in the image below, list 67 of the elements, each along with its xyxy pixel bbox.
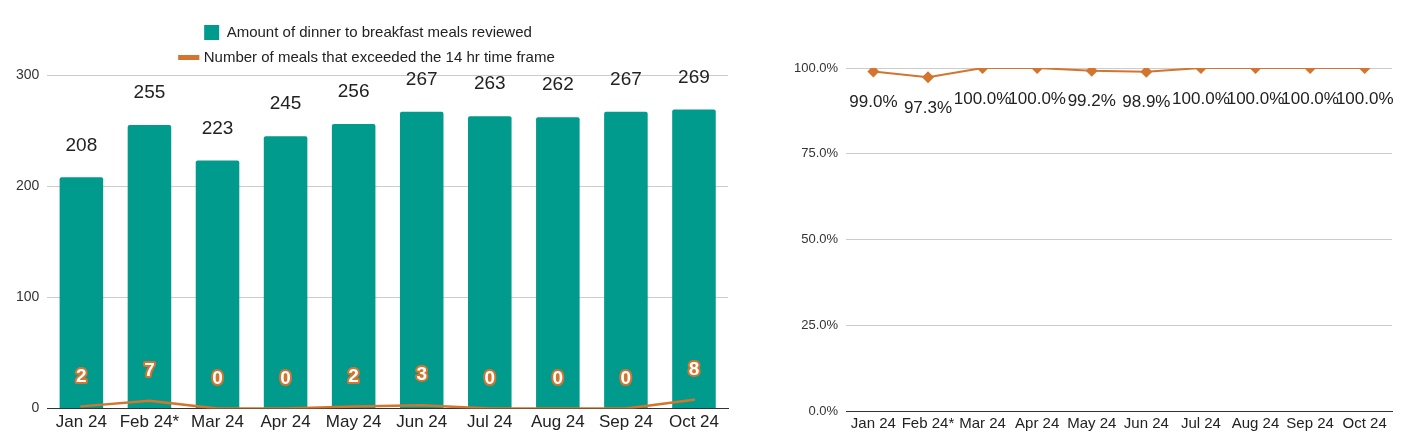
- x-tick-label: Jan 24: [850, 414, 896, 432]
- data-label: 0: [552, 366, 564, 388]
- bar: [331, 123, 376, 409]
- bar: [672, 109, 716, 409]
- x-tick-label: May 24: [1067, 414, 1117, 432]
- x-tick-label: Mar 24: [959, 414, 1006, 432]
- data-label: 8: [688, 357, 700, 379]
- data-label: 99.2%: [1067, 91, 1116, 111]
- x-tick-label: Apr 24: [1015, 414, 1060, 432]
- x-tick-label: Jun 24: [396, 412, 448, 432]
- x-tick-label: Aug 24: [530, 412, 585, 432]
- x-tick-label: Jun 24: [1123, 414, 1169, 432]
- y-tick-label: 75.0%: [801, 145, 839, 161]
- bar: [468, 116, 512, 409]
- data-label: 267: [405, 67, 438, 89]
- x-tick-label: Sep 24: [1286, 414, 1334, 432]
- bar: [195, 160, 240, 409]
- data-label: 262: [541, 73, 574, 95]
- data-label: 2: [348, 364, 359, 386]
- x-tick-label: Sep 24: [598, 412, 653, 432]
- data-label: 0: [484, 366, 496, 388]
- data-label: 263: [473, 72, 506, 94]
- bar: [263, 136, 308, 409]
- x-tick-label: Apr 24: [260, 412, 311, 432]
- x-tick-label: Feb 24*: [901, 414, 955, 432]
- data-label: 100.0%: [1281, 88, 1339, 108]
- data-label: 269: [678, 65, 710, 87]
- x-tick-label: May 24: [325, 412, 382, 432]
- data-label: 223: [201, 116, 234, 138]
- y-tick-label: 300: [16, 65, 40, 82]
- data-label: 97.3%: [903, 97, 953, 117]
- y-tick-label: 200: [16, 177, 40, 194]
- data-label: 267: [610, 67, 642, 89]
- bar: [59, 177, 104, 409]
- x-tick-label: Aug 24: [1231, 414, 1280, 432]
- data-label: 256: [337, 80, 370, 102]
- x-tick-label: Jan 24: [55, 412, 107, 432]
- data-label: 245: [269, 92, 302, 114]
- x-tick-label: Jul 24: [467, 412, 513, 432]
- x-tick-label: Feb 24*: [119, 412, 180, 432]
- data-label: 0: [280, 366, 291, 388]
- x-tick-label: Jul 24: [1180, 414, 1221, 432]
- x-tick-label: Oct 24: [1342, 414, 1387, 432]
- data-label: 100.0%: [1172, 88, 1230, 108]
- bar: [399, 111, 444, 409]
- data-label: 2: [76, 364, 87, 386]
- data-label: 0: [212, 366, 223, 388]
- y-tick-label: 25.0%: [801, 316, 839, 332]
- y-tick-label: 100: [16, 288, 40, 305]
- data-label: 3: [416, 363, 427, 385]
- y-tick-label: 100.0%: [794, 59, 839, 75]
- x-tick-label: Oct 24: [668, 412, 720, 432]
- bar: [127, 125, 172, 409]
- legend-label: Number of meals that exceeded the 14 hr time frame: [203, 47, 555, 65]
- bar: [536, 117, 580, 409]
- data-label: 0: [620, 366, 632, 388]
- data-label: 98.9%: [1122, 92, 1171, 112]
- legend-label: Amount of dinner to breakfast meals reviewed: [226, 22, 532, 40]
- bar: [604, 111, 648, 409]
- y-tick-label: 0: [31, 399, 40, 416]
- data-label: 208: [65, 133, 98, 155]
- y-tick-label: 0.0%: [808, 402, 839, 418]
- data-label: 7: [144, 359, 155, 381]
- y-tick-label: 50.0%: [801, 231, 839, 247]
- x-tick-label: Mar 24: [191, 412, 244, 432]
- data-label: 99.0%: [849, 92, 898, 112]
- data-label: 255: [133, 81, 166, 103]
